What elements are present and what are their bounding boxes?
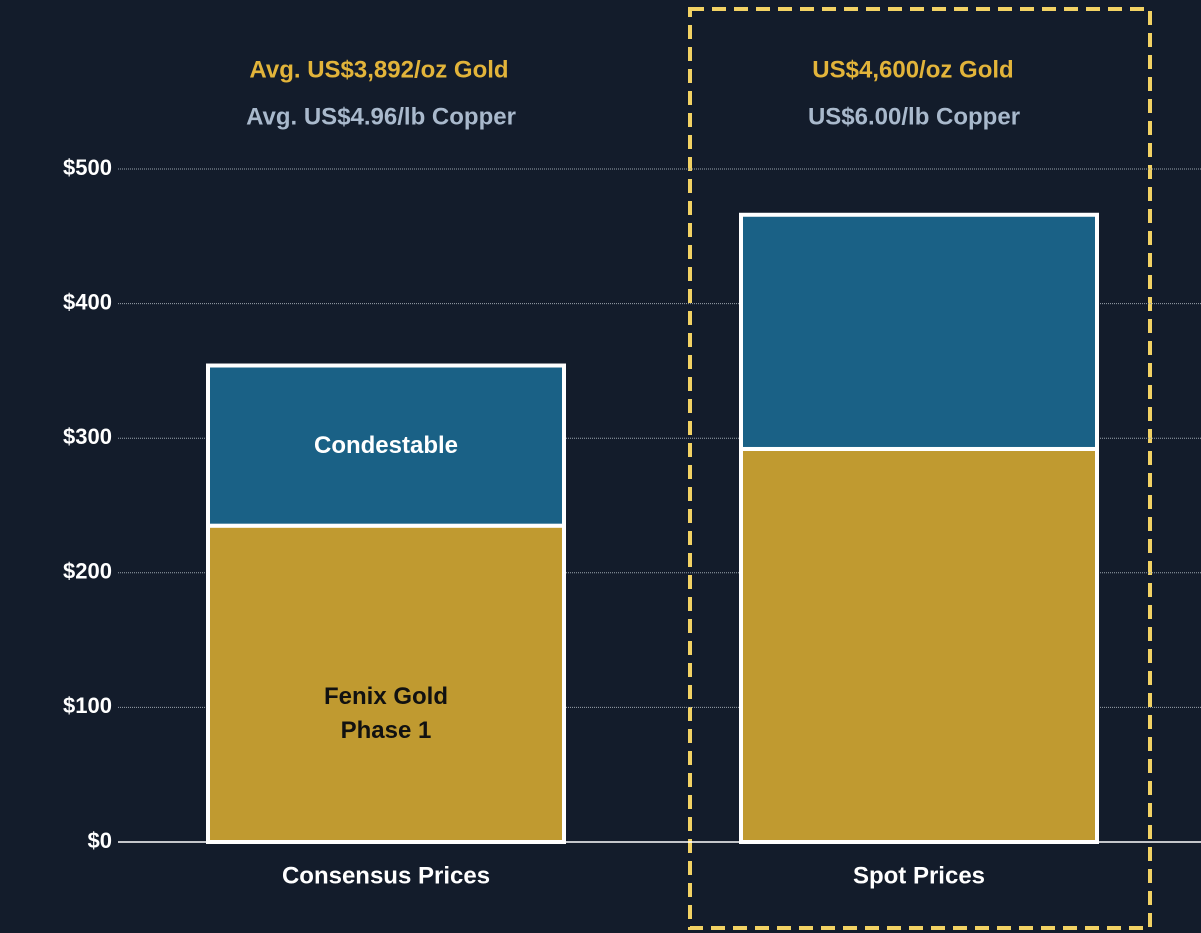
annotation-copper: Avg. US$4.96/lb Copper	[246, 103, 516, 130]
y-tick-label: $100	[63, 693, 112, 718]
bar-segment	[739, 212, 1099, 451]
segment-label: Fenix Gold Phase 1	[323, 682, 448, 744]
x-tick-label: Consensus Prices	[282, 862, 490, 889]
y-tick-label: $500	[63, 155, 112, 180]
y-tick-label: $300	[63, 424, 112, 449]
bar-segment	[206, 363, 566, 528]
bar-segment	[739, 446, 1099, 844]
annotation-copper: US$6.00/lb Copper	[808, 103, 1020, 130]
y-tick-label: $400	[63, 289, 112, 314]
y-tick-label: $0	[88, 828, 112, 853]
annotation-gold: US$4,600/oz Gold	[812, 56, 1013, 83]
segment-label: Condestable	[313, 431, 459, 459]
bar-segment	[206, 523, 566, 844]
x-tick-label: Spot Prices	[853, 862, 985, 889]
highlight-box	[688, 7, 1152, 930]
y-tick-label: $200	[63, 559, 112, 584]
annotation-gold: Avg. US$3,892/oz Gold	[249, 56, 508, 83]
